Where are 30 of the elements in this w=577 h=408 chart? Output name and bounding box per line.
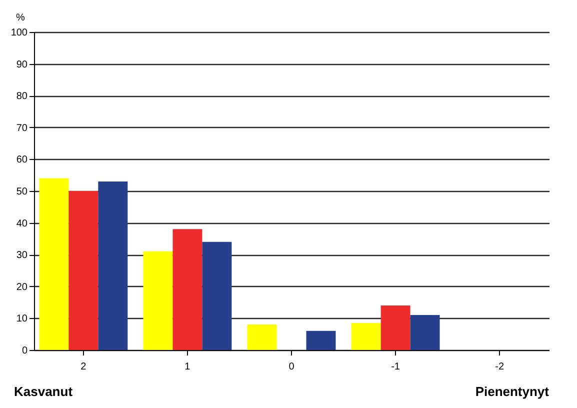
bar — [143, 251, 173, 350]
bar — [202, 242, 232, 350]
y-tick-label: 60 — [16, 154, 28, 166]
y-tick-label: 80 — [16, 91, 28, 102]
y-tick-label: 50 — [16, 186, 28, 198]
x-tick-label: 2 — [80, 362, 87, 372]
bar — [98, 181, 128, 350]
y-tick-label: 20 — [16, 282, 28, 293]
y-tick-label: 10 — [16, 314, 28, 325]
y-tick-label: 40 — [16, 218, 28, 230]
bar — [172, 229, 202, 350]
y-tick-label: 30 — [16, 250, 28, 262]
bar — [380, 305, 410, 350]
bar — [410, 315, 440, 350]
x-tick-label: -1 — [391, 362, 400, 372]
bar — [306, 330, 336, 350]
y-tick-label: 90 — [16, 59, 28, 70]
bar — [247, 324, 277, 350]
x-tick-label: 0 — [288, 362, 295, 372]
text: Pienentynyt — [475, 384, 550, 399]
y-tick-label: 100 — [10, 28, 28, 38]
bar — [39, 178, 69, 350]
y-tick-label: 70 — [16, 122, 28, 134]
y-tick-label: 0 — [22, 346, 28, 356]
x-tick-label: -2 — [495, 362, 504, 372]
x-tick-label: 1 — [184, 362, 191, 372]
y-axis-title: % — [16, 12, 26, 24]
bar — [351, 322, 381, 350]
bar — [68, 191, 98, 350]
text: Kasvanut — [14, 384, 74, 399]
